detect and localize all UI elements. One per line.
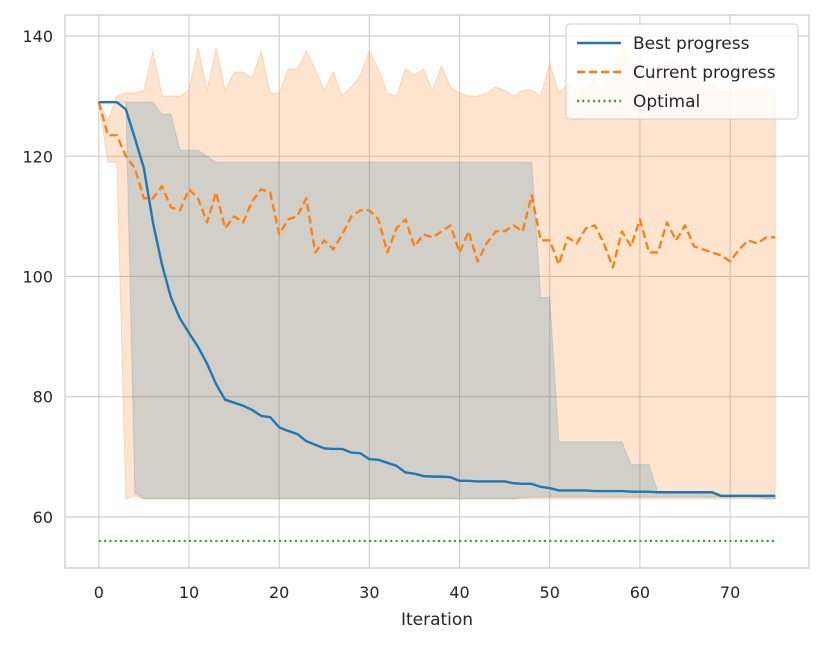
x-tick-label: 0	[94, 583, 104, 602]
legend-label: Optimal	[633, 92, 700, 112]
x-axis-title: Iteration	[401, 610, 473, 630]
plot-frame	[64, 14, 810, 569]
x-tick-labels: 0 10 20 30 40 50 60 70	[94, 583, 741, 602]
legend: Best progress Current progress Optimal	[565, 23, 799, 120]
y-tick-label: 100	[22, 267, 53, 286]
x-tick-label: 50	[540, 583, 560, 602]
x-tick-label: 20	[269, 583, 289, 602]
y-tick-label: 80	[33, 388, 53, 407]
x-tick-label: 70	[720, 583, 740, 602]
current-progress-band	[98, 46, 776, 500]
legend-box	[565, 23, 799, 120]
x-tick-label: 60	[630, 583, 650, 602]
legend-label: Current progress	[633, 63, 776, 83]
y-tick-label: 120	[22, 147, 53, 166]
y-tick-label: 140	[22, 27, 53, 46]
y-tick-labels: 60 80 100 120 140	[22, 27, 53, 527]
bands	[98, 46, 776, 500]
best-progress-line	[98, 100, 776, 498]
best-progress-band	[98, 101, 776, 500]
y-tick-label: 60	[33, 508, 53, 527]
x-tick-label: 10	[179, 583, 199, 602]
series-lines	[97, 100, 776, 543]
x-tick-label: 40	[449, 583, 469, 602]
current-progress-line	[97, 101, 776, 269]
x-tick-label: 30	[359, 583, 379, 602]
legend-label: Best progress	[633, 34, 750, 54]
